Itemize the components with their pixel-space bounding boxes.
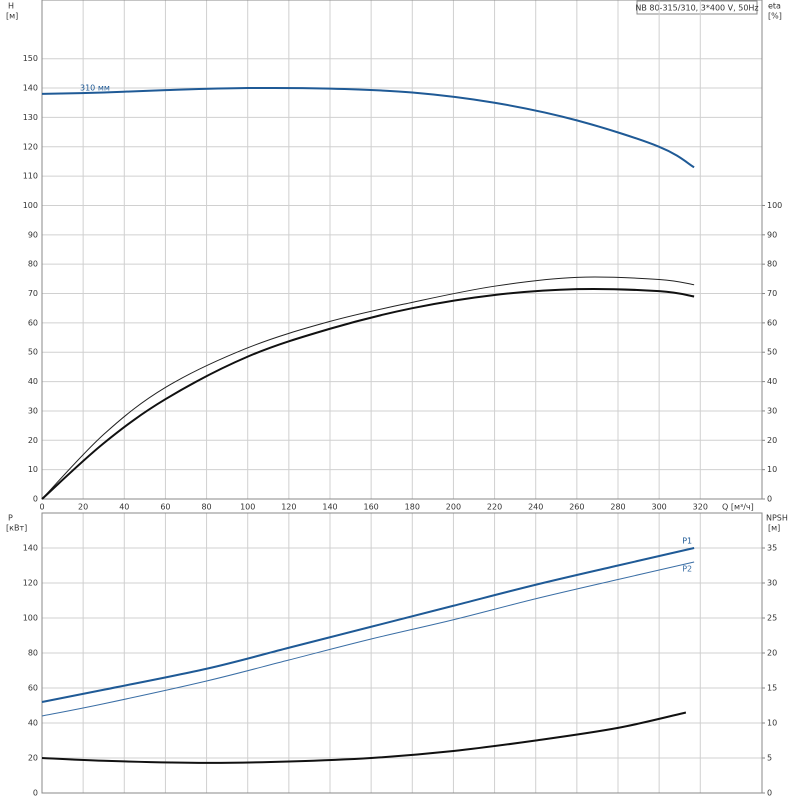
y-tick-label: 40: [28, 377, 38, 386]
y2-tick-label: 0: [767, 495, 772, 504]
x-tick-label: 160: [364, 503, 379, 512]
y-tick-label: 100: [23, 614, 38, 623]
x-tick-label: 240: [528, 503, 543, 512]
y-tick-label: 0: [33, 495, 38, 504]
y-tick-label: 0: [33, 789, 38, 798]
curve: [41, 561, 695, 717]
y2-label: eta: [768, 2, 781, 11]
x-tick-label: 320: [693, 503, 708, 512]
x-tick-label: 100: [240, 503, 255, 512]
x-tick-label: 60: [160, 503, 170, 512]
x-tick-label: 280: [610, 503, 625, 512]
y2-tick-label: 50: [767, 348, 777, 357]
y2-tick-label: 10: [767, 719, 777, 728]
y2-tick-label: 100: [767, 201, 782, 210]
y2-tick-label: 20: [767, 649, 777, 658]
y-unit: [м]: [6, 12, 18, 21]
chart-title: NB 80-315/310, 3*400 V, 50Hz: [635, 4, 758, 13]
curve: [41, 287, 695, 500]
y-tick-label: 60: [28, 684, 38, 693]
x-tick-label: 120: [281, 503, 296, 512]
y2-unit: [м]: [768, 524, 780, 533]
y-tick-label: 50: [28, 348, 38, 357]
series-label: 310 мм: [80, 83, 110, 92]
series-label: P2: [682, 565, 692, 574]
y-tick-label: 120: [23, 579, 38, 588]
y-label: H: [8, 2, 14, 11]
plot-frame: [41, 512, 763, 794]
y2-tick-label: 80: [767, 260, 777, 269]
y-tick-label: 110: [23, 172, 38, 181]
y-label: P: [8, 514, 13, 523]
y-tick-label: 10: [28, 465, 38, 474]
x-tick-label: 180: [405, 503, 420, 512]
x-tick-label: 140: [322, 503, 337, 512]
x-tick-label: 80: [201, 503, 211, 512]
x-tick-label: 300: [652, 503, 667, 512]
y2-tick-label: 25: [767, 614, 777, 623]
y-tick-label: 150: [23, 54, 38, 63]
y-unit: [кВт]: [6, 524, 27, 533]
y-tick-label: 20: [28, 436, 38, 445]
y2-tick-label: 5: [767, 754, 772, 763]
y2-tick-label: 15: [767, 684, 777, 693]
x-tick-label: 220: [487, 503, 502, 512]
curve: [41, 711, 687, 764]
y-tick-label: 30: [28, 406, 38, 415]
plot-frame: [41, 0, 763, 500]
y-tick-label: 80: [28, 649, 38, 658]
x-tick-label: 40: [119, 503, 129, 512]
y2-label: NPSH: [766, 514, 788, 523]
y2-tick-label: 35: [767, 544, 777, 553]
y-tick-label: 90: [28, 230, 38, 239]
series-label: P1: [682, 537, 692, 546]
y-tick-label: 120: [23, 142, 38, 151]
y-tick-label: 130: [23, 113, 38, 122]
y-tick-label: 40: [28, 719, 38, 728]
y2-tick-label: 60: [767, 318, 777, 327]
x-tick-label: 20: [78, 503, 88, 512]
y2-tick-label: 40: [767, 377, 777, 386]
y2-tick-label: 0: [767, 789, 772, 798]
y2-tick-label: 30: [767, 406, 777, 415]
curve: [41, 276, 695, 500]
y2-tick-label: 30: [767, 579, 777, 588]
y2-tick-label: 10: [767, 465, 777, 474]
y-tick-label: 20: [28, 754, 38, 763]
curve: [41, 547, 695, 703]
y-tick-label: 80: [28, 260, 38, 269]
y-tick-label: 140: [23, 84, 38, 93]
x-tick-label: 260: [569, 503, 584, 512]
y-tick-label: 140: [23, 544, 38, 553]
x-label: Q [м³/ч]: [722, 503, 754, 512]
x-tick-label: 0: [39, 503, 44, 512]
y-tick-label: 100: [23, 201, 38, 210]
y2-unit: [%]: [768, 12, 782, 21]
y2-tick-label: 20: [767, 436, 777, 445]
y2-tick-label: 90: [767, 230, 777, 239]
y-tick-label: 70: [28, 289, 38, 298]
y-tick-label: 60: [28, 318, 38, 327]
curve: [41, 86, 695, 169]
title-box: [636, 0, 758, 15]
y2-tick-label: 70: [767, 289, 777, 298]
x-tick-label: 200: [446, 503, 461, 512]
